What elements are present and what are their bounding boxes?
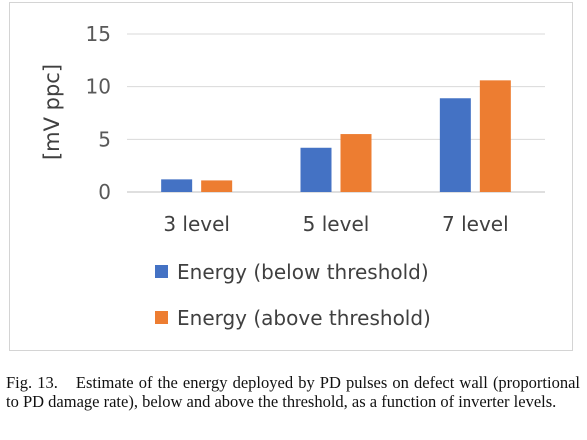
legend-swatch	[155, 265, 168, 278]
caption-text: Estimate of the energy deployed by PD pu…	[6, 373, 580, 411]
bar-below-threshold	[439, 98, 471, 192]
legend: Energy (below threshold) Energy (above th…	[155, 260, 431, 330]
y-tick-label: 5	[98, 127, 111, 151]
y-axis-ticks: 0 5 10 15	[86, 22, 111, 204]
legend-swatch	[155, 311, 168, 324]
x-category-label: 3 level	[163, 212, 230, 236]
bar-above-threshold	[201, 180, 233, 192]
x-category-label: 7 level	[442, 212, 509, 236]
figure-number: Fig. 13.	[6, 373, 58, 392]
bar-below-threshold	[161, 179, 193, 192]
bars	[161, 80, 511, 192]
chart-frame: 0 5 10 15 3 level 5 level 7 level [mV ppc] En…	[9, 2, 573, 351]
gridlines	[127, 33, 545, 193]
legend-label: Energy (below threshold)	[177, 260, 429, 284]
bar-above-threshold	[340, 134, 372, 192]
y-axis-label: [mV ppc]	[40, 64, 64, 160]
bar-above-threshold	[479, 80, 511, 192]
y-tick-label: 15	[86, 22, 111, 46]
x-category-label: 5 level	[303, 212, 370, 236]
x-axis-categories: 3 level 5 level 7 level	[163, 212, 508, 236]
legend-label: Energy (above threshold)	[177, 306, 431, 330]
bar-below-threshold	[300, 147, 332, 192]
y-tick-label: 0	[98, 180, 111, 204]
figure-caption: Fig. 13. Estimate of the energy deployed …	[6, 373, 580, 411]
y-tick-label: 10	[86, 75, 111, 99]
bar-chart: 0 5 10 15 3 level 5 level 7 level [mV ppc] En…	[40, 22, 545, 330]
